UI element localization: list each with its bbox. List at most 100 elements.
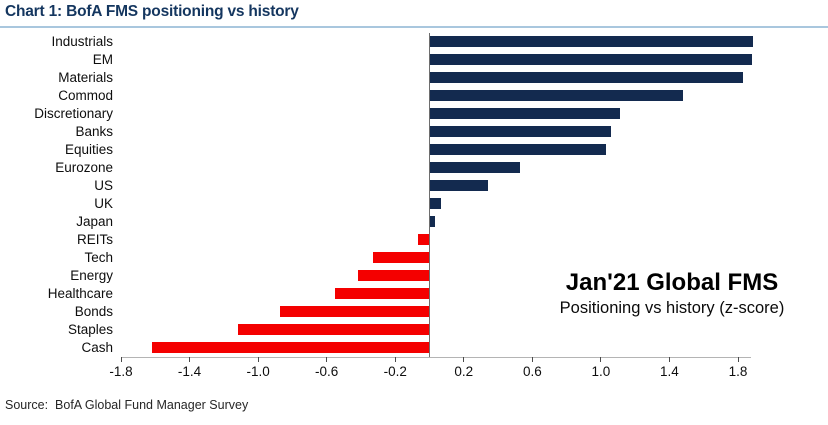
category-label: REITs [76, 232, 113, 247]
tick-mark [531, 357, 533, 362]
tick-label: -0.6 [315, 364, 339, 379]
bar-row: Cash [0, 339, 738, 357]
category-label: Materials [58, 70, 113, 85]
bar [429, 72, 744, 83]
bar-row: US [0, 177, 738, 195]
bar [429, 36, 754, 47]
tick-label: -1.8 [109, 364, 133, 379]
bar [429, 108, 620, 119]
tick-mark [120, 357, 122, 362]
bar [429, 126, 612, 137]
tick-label: 1.4 [660, 364, 679, 379]
category-label: Banks [75, 124, 113, 139]
tick-mark [189, 357, 191, 362]
title-underline [0, 26, 828, 28]
bar-rows: Industrials EM Materials Commod Discretionar… [0, 33, 754, 357]
bar-row: Bonds [0, 303, 738, 321]
tick-mark [737, 357, 739, 362]
bar [151, 342, 430, 353]
bar-track [121, 159, 738, 177]
bar [237, 324, 430, 335]
bar [429, 54, 752, 65]
bar-track [121, 105, 738, 123]
bar-row: Eurozone [0, 159, 738, 177]
bar [357, 270, 430, 281]
category-label: UK [94, 196, 113, 211]
bar-track [121, 123, 738, 141]
bar [429, 144, 607, 155]
bar-row: REITs [0, 231, 738, 249]
tick-label: -1.0 [246, 364, 270, 379]
bar-chart: Industrials EM Materials Commod Discretionar… [0, 33, 828, 385]
bar-row: Healthcare [0, 285, 738, 303]
category-label: Japan [76, 214, 113, 229]
tick-label: -0.2 [383, 364, 407, 379]
bar-row: Commod [0, 87, 738, 105]
bar-track [121, 177, 738, 195]
category-label: EM [92, 52, 113, 67]
bar-track [121, 285, 738, 303]
tick-mark [257, 357, 259, 362]
category-label: US [94, 178, 113, 193]
category-label: Eurozone [55, 160, 113, 175]
bar-row: Staples [0, 321, 738, 339]
bar [429, 216, 435, 227]
bar [429, 90, 684, 101]
bar-track [121, 231, 738, 249]
tick-mark [463, 357, 465, 362]
bar-track [121, 33, 754, 51]
bar-track [121, 267, 738, 285]
category-label: Commod [58, 88, 113, 103]
bar-track [121, 249, 738, 267]
bar-track [121, 51, 752, 69]
x-axis-ticks: -1.8 -1.4 -1.0 -0.6 -0.2 0.2 0.6 1.0 1.4 1.8 [109, 357, 747, 383]
tick-mark [600, 357, 602, 362]
x-axis-line [121, 357, 751, 358]
tick-mark [394, 357, 396, 362]
category-label: Discretionary [34, 106, 113, 121]
bar [429, 162, 521, 173]
category-label: Equities [64, 142, 113, 157]
category-label: Bonds [74, 304, 113, 319]
category-label: Cash [81, 340, 113, 355]
bar-row: Equities [0, 141, 738, 159]
tick-mark [668, 357, 670, 362]
bar-row: Discretionary [0, 105, 738, 123]
bar-track [121, 213, 738, 231]
category-label: Staples [67, 322, 113, 337]
chart-title: Chart 1: BofA FMS positioning vs history [5, 3, 299, 20]
bar-row: Tech [0, 249, 738, 267]
bar-row: Japan [0, 213, 738, 231]
bar-track [121, 195, 738, 213]
bar [280, 306, 430, 317]
bar [429, 180, 488, 191]
category-label: Energy [70, 268, 113, 283]
bar-row: Energy [0, 267, 738, 285]
bar-row: Materials [0, 69, 744, 87]
zero-axis-line [429, 33, 430, 358]
annotation-title: Jan'21 Global FMS [565, 269, 779, 296]
annotation-subtitle: Positioning vs history (z-score) [559, 299, 785, 317]
bar [417, 234, 430, 245]
category-label: Healthcare [47, 286, 113, 301]
bar-row: Industrials [0, 33, 754, 51]
bar-track [121, 87, 738, 105]
bar [335, 288, 430, 299]
tick-label: 1.8 [728, 364, 748, 379]
source-note: Source: BofA Global Fund Manager Survey [5, 398, 249, 412]
bar-track [121, 69, 744, 87]
tick-mark [326, 357, 328, 362]
bar-track [121, 339, 738, 357]
bar-track [121, 303, 738, 321]
bar-row: EM [0, 51, 752, 69]
bar-track [121, 321, 738, 339]
bar [372, 252, 430, 263]
category-label: Industrials [51, 34, 113, 49]
tick-label: 0.2 [454, 364, 474, 379]
tick-label: -1.4 [177, 364, 202, 379]
tick-label: 0.6 [522, 364, 542, 379]
bar-row: Banks [0, 123, 738, 141]
chart-annotation: Jan'21 Global FMS Positioning vs history… [523, 269, 821, 318]
tick-label: 1.0 [591, 364, 611, 379]
